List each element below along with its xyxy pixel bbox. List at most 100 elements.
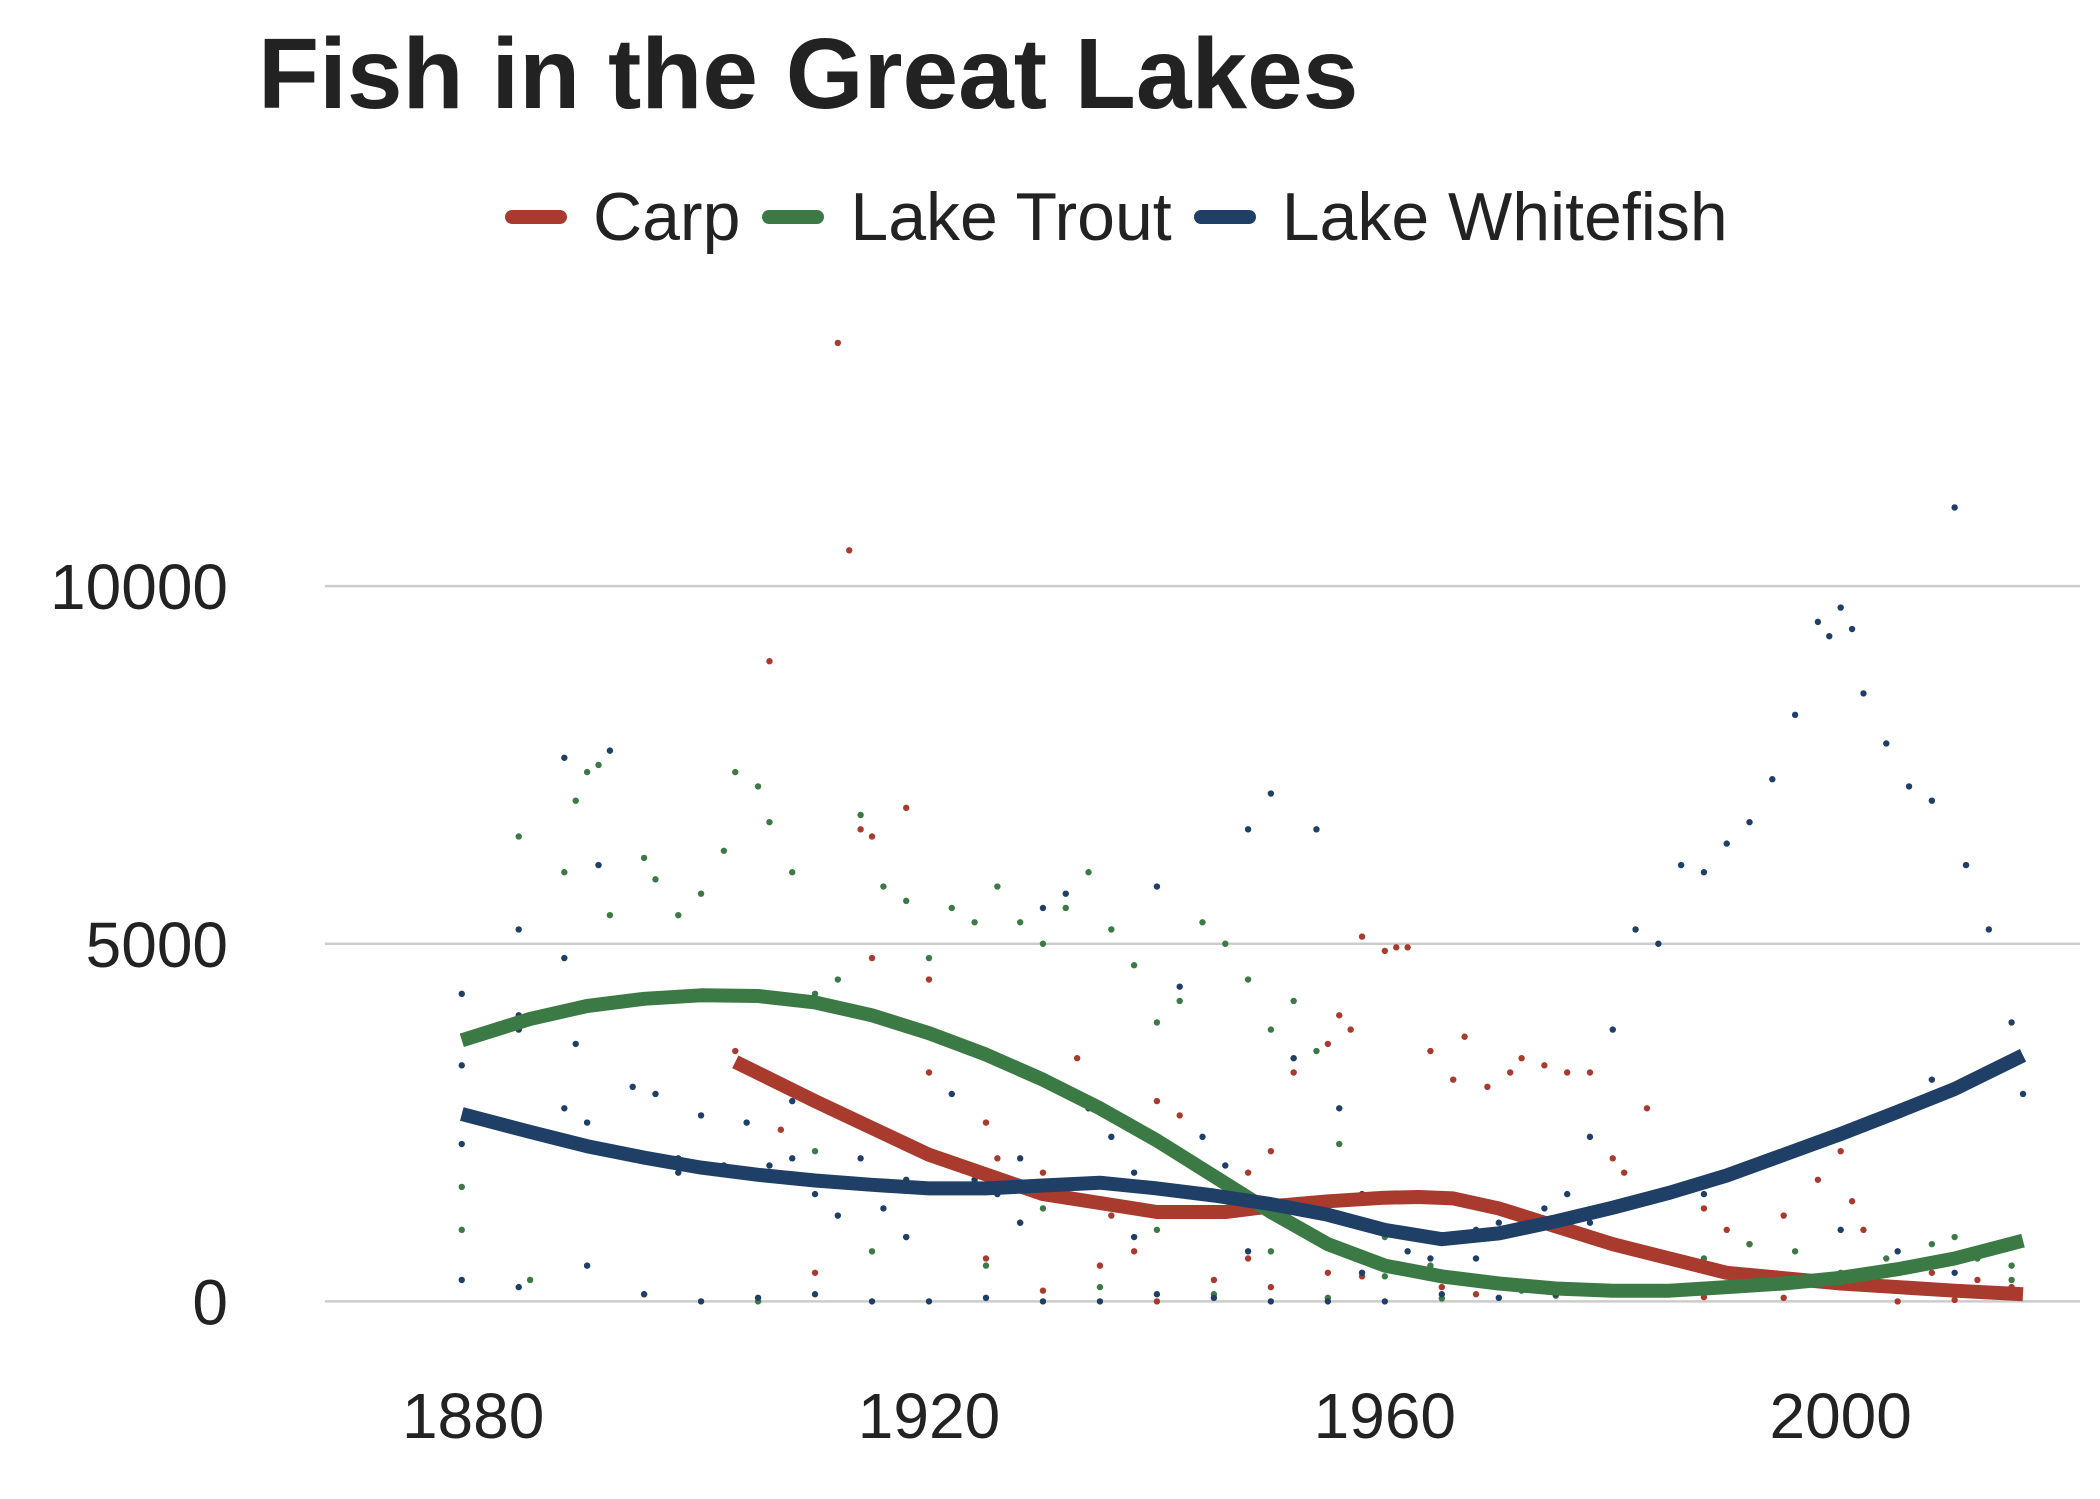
point-carp <box>811 1269 819 1276</box>
point-lake-whitefish <box>1586 1219 1594 1226</box>
trend-lines <box>459 988 2027 1302</box>
legend-item-lake-whitefish: Lake Whitefish <box>1193 178 1728 256</box>
point-lake-trout <box>1883 1255 1890 1262</box>
point-lake-whitefish <box>1438 1291 1446 1298</box>
point-carp <box>834 339 842 347</box>
point-carp <box>1393 944 1400 951</box>
point-lake-whitefish <box>1860 690 1867 697</box>
point-carp <box>1153 1298 1161 1305</box>
point-lake-trout <box>1096 1283 1104 1291</box>
point-lake-whitefish <box>754 1294 762 1302</box>
point-carp <box>1450 1076 1457 1083</box>
legend-swatch-carp <box>505 210 567 224</box>
point-carp <box>777 1126 785 1133</box>
point-carp <box>1438 1283 1446 1291</box>
point-carp <box>846 547 853 554</box>
point-lake-trout <box>1244 976 1252 983</box>
point-lake-whitefish <box>458 990 465 998</box>
point-carp <box>1643 1105 1651 1112</box>
point-carp <box>1894 1298 1901 1305</box>
point-lake-whitefish <box>583 1262 591 1269</box>
point-carp <box>1324 1040 1332 1048</box>
point-lake-whitefish <box>1495 1294 1502 1302</box>
point-lake-whitefish <box>1746 818 1753 826</box>
point-lake-trout <box>720 847 728 854</box>
point-lake-whitefish <box>1541 1205 1548 1212</box>
point-lake-trout <box>595 761 602 769</box>
legend-swatch-lake-whitefish <box>1193 210 1256 224</box>
legend-item-lake-trout: Lake Trout <box>762 178 1172 256</box>
point-lake-whitefish <box>1404 1248 1411 1255</box>
point-carp <box>925 976 933 983</box>
point-lake-whitefish <box>1905 783 1913 790</box>
point-lake-trout <box>526 1276 534 1284</box>
point-carp <box>1336 1012 1343 1019</box>
point-carp <box>1427 1047 1434 1055</box>
point-lake-whitefish <box>1928 797 1936 804</box>
point-carp <box>1563 1069 1571 1076</box>
point-carp <box>982 1119 990 1126</box>
point-carp <box>732 1047 739 1055</box>
point-lake-whitefish <box>880 1205 887 1212</box>
point-lake-whitefish <box>1290 1054 1297 1062</box>
point-lake-whitefish <box>903 1233 910 1241</box>
point-lake-trout <box>606 911 614 919</box>
x-tick-label: 1960 <box>1314 1380 1456 1452</box>
point-lake-whitefish <box>515 926 522 933</box>
point-lake-whitefish <box>1210 1294 1218 1302</box>
point-lake-whitefish <box>1769 776 1776 783</box>
point-carp <box>1039 1287 1047 1294</box>
point-lake-trout <box>1153 1019 1161 1026</box>
point-lake-whitefish <box>697 1298 705 1305</box>
point-lake-trout <box>1176 997 1183 1005</box>
point-lake-whitefish <box>697 1112 705 1119</box>
trend-line-lake-whitefish <box>460 1049 2027 1247</box>
point-lake-whitefish <box>811 1190 819 1198</box>
point-lake-whitefish <box>515 1283 522 1291</box>
point-lake-trout <box>458 1226 465 1234</box>
point-lake-trout <box>697 890 705 897</box>
point-lake-whitefish <box>1313 826 1320 833</box>
point-lake-trout <box>2008 1276 2015 1284</box>
point-lake-whitefish <box>2019 1090 2027 1098</box>
point-lake-whitefish <box>561 754 568 761</box>
point-lake-whitefish <box>743 1119 750 1126</box>
point-carp <box>1130 1248 1138 1255</box>
point-lake-whitefish <box>1700 869 1708 876</box>
point-carp <box>1290 1069 1297 1076</box>
point-lake-whitefish <box>1222 1162 1229 1169</box>
point-lake-whitefish <box>1700 1190 1708 1198</box>
point-lake-whitefish <box>1358 1269 1366 1276</box>
point-lake-whitefish <box>629 1083 636 1091</box>
point-lake-trout <box>732 768 739 776</box>
legend-label-lake-whitefish: Lake Whitefish <box>1281 179 1728 255</box>
point-carp <box>1586 1069 1594 1076</box>
point-carp <box>1404 944 1411 951</box>
point-lake-whitefish <box>1962 861 1970 869</box>
point-lake-whitefish <box>789 1097 796 1105</box>
point-lake-trout <box>1039 940 1047 947</box>
point-lake-trout <box>994 883 1001 890</box>
point-lake-whitefish <box>789 1155 796 1162</box>
point-lake-whitefish <box>1244 826 1252 833</box>
point-lake-trout <box>1039 1205 1047 1212</box>
point-carp <box>1723 1226 1730 1234</box>
point-lake-whitefish <box>1153 883 1161 890</box>
point-carp <box>1153 1097 1161 1105</box>
point-lake-whitefish <box>1096 1298 1104 1305</box>
point-lake-whitefish <box>675 1169 682 1176</box>
point-lake-trout <box>572 797 579 804</box>
point-carp <box>1108 1212 1115 1219</box>
x-tick-label: 2000 <box>1769 1380 1911 1452</box>
point-lake-trout <box>1313 1047 1320 1055</box>
legend-label-carp: Carp <box>593 179 741 255</box>
point-carp <box>868 954 876 962</box>
point-lake-whitefish <box>458 1140 465 1148</box>
point-lake-trout <box>1336 1140 1343 1148</box>
point-lake-whitefish <box>1632 926 1639 933</box>
point-lake-trout <box>515 833 522 840</box>
legend: Carp Lake Trout Lake Whitefish <box>505 178 1750 256</box>
point-carp <box>1620 1169 1628 1176</box>
legend-label-lake-trout: Lake Trout <box>850 179 1172 255</box>
